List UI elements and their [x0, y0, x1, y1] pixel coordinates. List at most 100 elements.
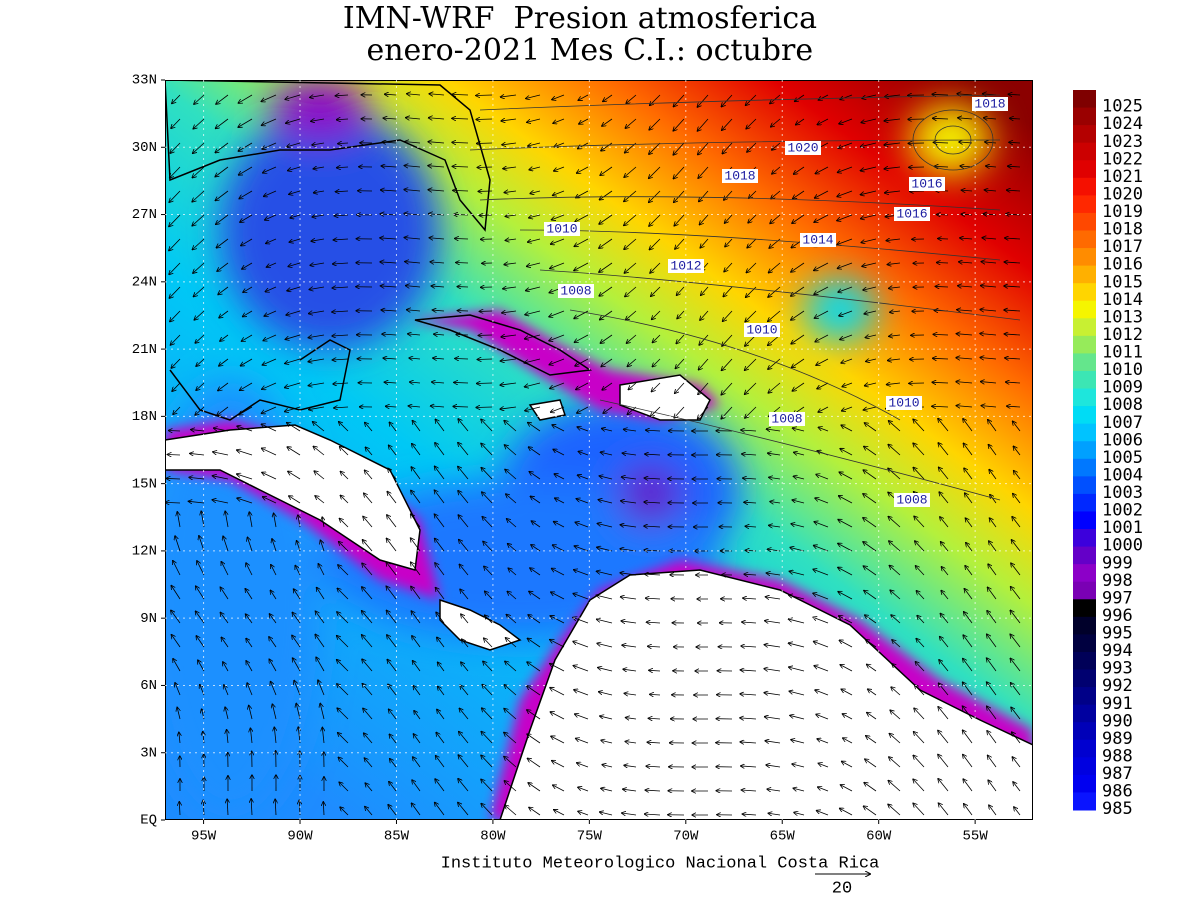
wind-vector	[337, 684, 349, 696]
wind-vector	[932, 94, 949, 95]
wind-vector	[863, 542, 877, 552]
wind-vector	[885, 191, 901, 193]
wind-vector	[791, 262, 805, 272]
wind-vector	[339, 542, 349, 552]
wind-vector	[837, 238, 853, 245]
wind-vector	[888, 359, 901, 360]
wind-vector	[554, 166, 565, 171]
wind-vector	[529, 215, 541, 218]
wind-vector	[839, 310, 853, 316]
wind-vector	[219, 358, 229, 366]
wind-vector	[838, 262, 853, 268]
colorbar-swatch	[1073, 581, 1096, 600]
wind-vector	[913, 443, 925, 456]
wind-vector	[838, 543, 853, 552]
colorbar-swatch	[1073, 651, 1096, 671]
wind-vector	[413, 686, 421, 696]
wind-vector	[554, 522, 565, 528]
wind-vector	[504, 685, 517, 696]
wind-vector	[768, 382, 781, 393]
wind-vector	[194, 94, 205, 104]
wind-vector	[263, 497, 277, 504]
wind-vector	[624, 166, 637, 177]
wind-vector	[768, 813, 781, 815]
wind-vector	[838, 286, 853, 292]
wind-vector	[263, 334, 277, 341]
lon-label: 85W	[384, 829, 410, 845]
wind-vector	[1014, 807, 1021, 816]
wind-vector	[452, 118, 469, 119]
wind-vector	[938, 803, 949, 816]
wind-vector	[675, 238, 685, 249]
wind-vector	[311, 239, 325, 241]
wind-vector	[435, 563, 445, 576]
wind-vector	[1004, 310, 1021, 311]
wind-vector	[742, 814, 757, 815]
wind-vector	[863, 470, 877, 480]
wind-vector	[987, 611, 997, 624]
wind-vector	[601, 788, 613, 791]
wind-vector	[940, 517, 949, 528]
wind-vector	[243, 310, 253, 317]
wind-vector	[838, 166, 853, 172]
wind-vector	[675, 382, 685, 393]
wind-vector	[458, 755, 469, 768]
wind-vector	[892, 640, 901, 648]
wind-vector	[218, 382, 229, 391]
wind-vector	[700, 238, 709, 248]
wind-vector	[577, 427, 589, 432]
wind-vector	[506, 615, 517, 624]
wind-vector	[843, 738, 853, 744]
wind-vector	[914, 732, 925, 744]
wind-vector	[217, 406, 229, 415]
wind-vector	[295, 566, 301, 576]
wind-vector	[552, 761, 565, 768]
wind-vector	[265, 214, 277, 220]
wind-vector	[626, 310, 637, 320]
wind-vector	[429, 238, 445, 239]
wind-vector	[387, 635, 397, 648]
wind-vector	[627, 358, 637, 366]
wind-vector	[956, 334, 973, 335]
wind-vector	[888, 517, 901, 528]
wind-vector	[477, 143, 493, 144]
wind-vector	[987, 706, 997, 720]
wind-vector	[316, 657, 325, 672]
wind-vector	[577, 166, 589, 173]
wind-vector	[722, 118, 733, 130]
wind-vector	[381, 310, 397, 311]
wind-vector	[237, 426, 253, 432]
wind-vector	[405, 142, 421, 143]
wind-vector	[624, 238, 637, 249]
wind-vector	[192, 166, 205, 178]
wind-vector	[817, 739, 829, 744]
wind-vector	[312, 143, 325, 145]
wind-vector	[317, 588, 325, 600]
wind-vector	[500, 383, 517, 385]
wind-vector	[411, 803, 421, 816]
wind-vector	[173, 561, 181, 576]
wind-vector	[865, 615, 877, 624]
wind-vector	[387, 492, 397, 504]
contour-label-box	[972, 97, 1008, 111]
wind-vector	[528, 638, 541, 648]
wind-vector	[504, 263, 517, 265]
contour-label-box	[744, 323, 780, 337]
wind-vector	[768, 453, 781, 455]
wind-vector	[550, 664, 565, 672]
wind-vector	[794, 812, 805, 815]
wind-vector	[527, 262, 541, 266]
colorbar-swatch	[1073, 90, 1096, 109]
colorbar-label: 1009	[1102, 378, 1143, 398]
wind-vector	[365, 423, 373, 432]
wind-vector	[840, 665, 853, 672]
wind-vector	[362, 659, 373, 672]
wind-vector	[554, 474, 565, 480]
wind-vector	[1004, 262, 1021, 263]
wind-vector	[310, 95, 325, 97]
wind-vector	[913, 467, 925, 480]
wind-vector	[460, 685, 469, 696]
colorbar-label: 1005	[1102, 448, 1143, 468]
wind-vector	[741, 766, 757, 767]
wind-vector	[866, 736, 877, 744]
